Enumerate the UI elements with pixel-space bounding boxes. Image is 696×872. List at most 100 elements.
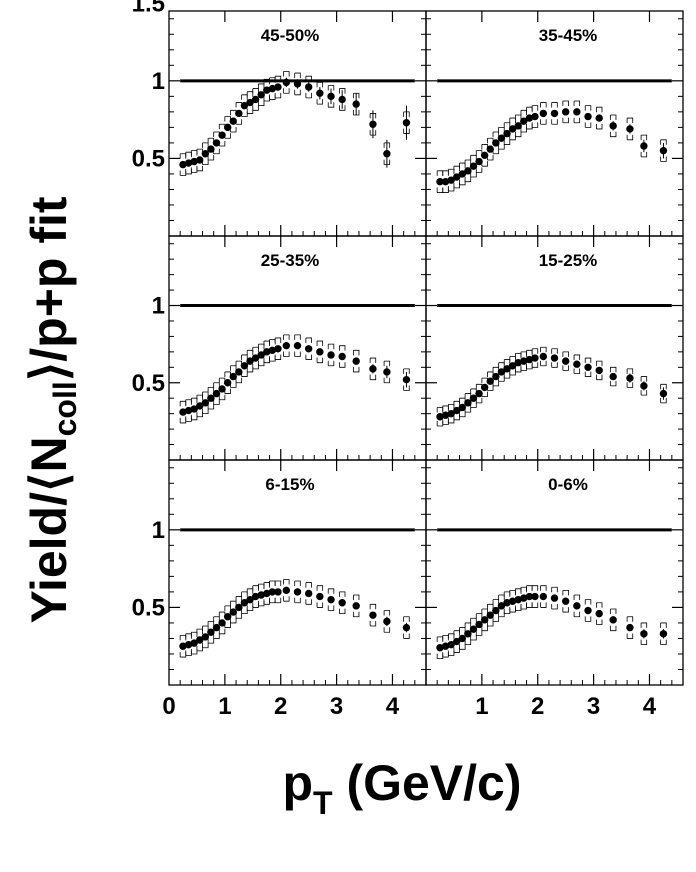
sys-bracket-lower — [257, 360, 265, 367]
sys-bracket-upper — [595, 602, 603, 608]
data-point — [207, 628, 215, 636]
data-point — [282, 78, 291, 87]
data-point — [486, 145, 494, 153]
sys-bracket-lower — [369, 621, 377, 627]
sys-bracket-lower — [531, 362, 539, 368]
data-point — [573, 360, 581, 368]
data-point — [369, 120, 377, 128]
sys-bracket-lower — [447, 186, 455, 192]
sys-bracket-upper — [573, 354, 581, 360]
sys-bracket-lower — [338, 608, 346, 615]
sys-bracket-upper — [520, 351, 527, 357]
data-point — [550, 594, 559, 602]
sys-bracket-upper — [252, 88, 259, 94]
panel-label: 6-15% — [265, 475, 314, 494]
sys-bracket-lower — [213, 633, 220, 639]
sys-bracket-upper — [436, 170, 444, 176]
sys-bracket-lower — [540, 360, 547, 367]
data-point — [480, 383, 489, 392]
sys-bracket-upper — [207, 620, 215, 627]
sys-bracket-upper — [305, 582, 312, 588]
data-point — [508, 362, 517, 370]
data-point — [447, 409, 455, 418]
sys-bracket-upper — [283, 579, 290, 585]
sys-bracket-upper — [584, 357, 592, 364]
sys-bracket-lower — [190, 648, 198, 655]
sys-bracket-upper — [369, 603, 377, 610]
data-point — [274, 345, 282, 353]
sys-bracket-lower — [246, 366, 254, 373]
sys-bracket-lower — [453, 182, 460, 189]
data-point — [201, 633, 210, 641]
data-point — [492, 606, 500, 615]
sys-bracket-lower — [459, 411, 466, 418]
sys-bracket-upper — [640, 376, 648, 382]
sys-bracket-upper — [447, 403, 455, 410]
data-point — [453, 637, 461, 646]
data-point — [609, 616, 617, 624]
sys-bracket-lower — [640, 151, 648, 158]
sys-bracket-lower — [573, 368, 581, 374]
sys-bracket-upper — [213, 382, 220, 388]
sys-bracket-upper — [190, 397, 198, 404]
data-point — [402, 119, 411, 127]
sys-bracket-lower — [305, 92, 312, 99]
x-axis-title-unit: (GeV/c) — [333, 755, 522, 811]
sys-bracket-lower — [526, 602, 533, 608]
sys-bracket-lower — [595, 123, 603, 130]
sys-bracket-upper — [338, 88, 346, 94]
data-point — [282, 586, 291, 595]
sys-bracket-upper — [274, 337, 282, 343]
sys-bracket-upper — [294, 580, 301, 587]
data-point — [520, 594, 528, 602]
sys-bracket-upper — [481, 608, 488, 614]
sys-bracket-lower — [263, 96, 270, 102]
sys-bracket-lower — [487, 621, 494, 627]
x-tick-label: 4 — [643, 693, 657, 720]
sys-bracket-lower — [327, 360, 335, 367]
data-point — [327, 92, 335, 101]
sys-bracket-upper — [470, 617, 477, 624]
sys-bracket-upper — [224, 605, 231, 611]
sys-bracket-upper — [338, 345, 346, 351]
sys-bracket-upper — [305, 337, 312, 343]
sys-bracket-lower — [235, 119, 243, 125]
sys-bracket-upper — [640, 622, 648, 628]
data-point — [274, 588, 282, 596]
sys-bracket-lower — [190, 167, 198, 173]
sys-bracket-upper — [283, 71, 290, 77]
sys-bracket-upper — [436, 407, 444, 413]
sys-bracket-upper — [241, 354, 248, 360]
sys-bracket-lower — [185, 168, 192, 175]
panel-label: 25-35% — [261, 251, 320, 270]
sys-bracket-lower — [459, 644, 466, 650]
sys-bracket-upper — [595, 106, 603, 113]
data-point — [369, 365, 377, 373]
sys-bracket-lower — [207, 638, 215, 644]
data-point — [595, 114, 603, 122]
sys-bracket-lower — [595, 374, 603, 381]
data-point — [640, 382, 648, 390]
data-point — [184, 406, 193, 415]
sys-bracket-upper — [626, 616, 634, 622]
data-point — [293, 80, 302, 88]
data-point — [316, 89, 324, 97]
sys-bracket-upper — [520, 109, 527, 116]
sys-bracket-lower — [475, 397, 483, 404]
data-point — [257, 591, 265, 599]
data-point — [327, 595, 335, 604]
sys-bracket-lower — [235, 377, 243, 384]
data-point — [268, 588, 277, 596]
sys-bracket-upper — [230, 600, 237, 607]
data-point — [229, 372, 237, 381]
sys-bracket-lower — [609, 131, 617, 138]
sys-bracket-lower — [492, 616, 500, 622]
sys-bracket-upper — [383, 610, 391, 616]
sys-bracket-upper — [202, 625, 209, 632]
sys-bracket-lower — [185, 650, 192, 656]
sys-bracket-lower — [442, 652, 449, 658]
data-point — [561, 357, 570, 365]
sys-bracket-upper — [403, 368, 410, 374]
sys-bracket-upper — [185, 399, 192, 405]
data-point — [453, 173, 461, 181]
